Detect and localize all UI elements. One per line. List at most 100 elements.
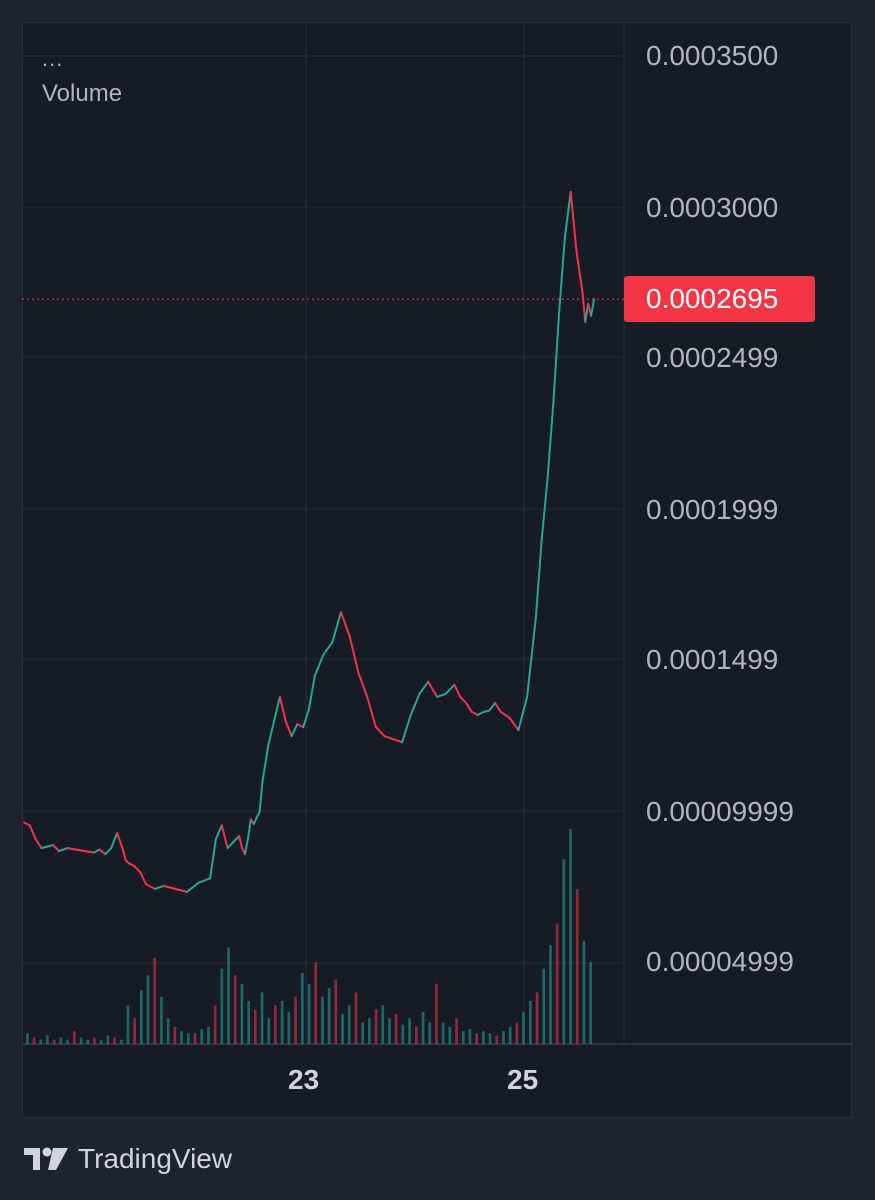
price-segment bbox=[226, 841, 235, 850]
volume-bar bbox=[408, 1018, 411, 1044]
price-segment bbox=[409, 692, 421, 716]
volume-bar bbox=[582, 940, 586, 1044]
price-tick-label: 0.0003000 bbox=[646, 192, 779, 223]
price-segment bbox=[308, 674, 316, 710]
legend-volume-label[interactable]: Volume bbox=[42, 80, 123, 107]
chart-frame bbox=[22, 22, 852, 1118]
volume-bar bbox=[32, 1037, 36, 1044]
volume-bar bbox=[260, 992, 264, 1044]
price-segment bbox=[552, 311, 561, 405]
price-segment bbox=[569, 190, 578, 254]
volume-bar bbox=[227, 947, 230, 1045]
volume-bar bbox=[287, 1011, 291, 1045]
volume-bar bbox=[233, 975, 237, 1044]
price-segment bbox=[174, 887, 188, 893]
volume-bar bbox=[327, 988, 331, 1044]
volume-bar bbox=[569, 829, 572, 1044]
price-segment bbox=[214, 824, 223, 840]
price-segment bbox=[401, 714, 412, 744]
volume-bar bbox=[394, 1013, 398, 1044]
volume-bar bbox=[334, 979, 338, 1044]
volume-bar bbox=[482, 1031, 485, 1044]
price-segment bbox=[558, 236, 566, 314]
price-segment bbox=[185, 881, 200, 893]
price-segment bbox=[246, 818, 252, 840]
volume-bar bbox=[495, 1035, 499, 1044]
volume-bar bbox=[415, 1026, 418, 1044]
price-segment bbox=[98, 848, 107, 856]
price-segment bbox=[258, 780, 264, 813]
volume-bar bbox=[354, 992, 358, 1044]
price-tick-label: 0.00004999 bbox=[646, 946, 794, 977]
volume-bar bbox=[39, 1039, 43, 1044]
volume-bar bbox=[93, 1037, 96, 1044]
price-segment bbox=[459, 695, 467, 704]
price-segment bbox=[517, 695, 529, 732]
price-segment bbox=[392, 738, 404, 744]
price-segment bbox=[104, 847, 113, 856]
price-segment bbox=[290, 723, 299, 738]
volume-bar bbox=[529, 1001, 532, 1044]
price-series bbox=[23, 190, 595, 893]
price-segment bbox=[348, 635, 360, 674]
volume-bar bbox=[549, 945, 552, 1044]
price-segment bbox=[40, 845, 49, 850]
volume-bar bbox=[435, 983, 438, 1044]
volume-bar bbox=[46, 1035, 49, 1044]
tradingview-footer[interactable]: TradingView bbox=[22, 1144, 232, 1174]
volume-bar bbox=[59, 1037, 63, 1044]
volume-bar bbox=[522, 1011, 525, 1045]
volume-bar bbox=[381, 1005, 385, 1044]
volume-bar bbox=[468, 1029, 472, 1045]
volume-bar bbox=[441, 1022, 445, 1044]
price-segment bbox=[444, 683, 456, 695]
volume-bar bbox=[160, 996, 163, 1044]
price-segment bbox=[244, 838, 249, 856]
time-tick-label: 25 bbox=[507, 1064, 539, 1095]
price-segment bbox=[220, 824, 229, 850]
volume-bar bbox=[321, 996, 324, 1044]
volume-bar bbox=[187, 1033, 190, 1045]
volume-bar bbox=[294, 996, 297, 1044]
price-segment bbox=[52, 844, 60, 853]
price-segment bbox=[197, 877, 212, 884]
volume-bar bbox=[368, 1018, 371, 1044]
volume-bar bbox=[388, 1018, 391, 1044]
volume-bar bbox=[207, 1026, 210, 1044]
volume-bar bbox=[515, 1022, 519, 1044]
price-segment bbox=[110, 831, 119, 850]
volume-bar bbox=[307, 983, 311, 1044]
price-segment bbox=[255, 810, 261, 819]
price-segment bbox=[261, 744, 270, 783]
price-segment bbox=[563, 190, 572, 239]
price-tick-label: 0.0003500 bbox=[646, 40, 779, 71]
price-segment bbox=[494, 701, 502, 713]
legend-more-icon[interactable]: ... bbox=[42, 46, 64, 71]
price-tick-label: 0.0001499 bbox=[646, 644, 779, 675]
volume-bar bbox=[421, 1011, 425, 1045]
chart-legend[interactable]: ... Volume bbox=[42, 48, 122, 106]
price-segment bbox=[357, 671, 369, 698]
volume-bar bbox=[428, 1022, 432, 1044]
volume-bar bbox=[66, 1039, 69, 1044]
volume-bar bbox=[166, 1018, 170, 1044]
volume-bar bbox=[200, 1029, 204, 1045]
price-segment bbox=[590, 298, 595, 317]
price-segment bbox=[331, 611, 342, 644]
price-segment bbox=[162, 884, 177, 890]
tradingview-logo-icon[interactable] bbox=[22, 1144, 70, 1174]
price-segment bbox=[534, 538, 543, 620]
volume-bar bbox=[401, 1024, 405, 1044]
price-segment bbox=[209, 838, 217, 880]
volume-bar bbox=[140, 990, 143, 1045]
price-segment bbox=[546, 402, 555, 481]
price-segment bbox=[465, 701, 473, 713]
price-segment bbox=[92, 848, 101, 854]
tradingview-brand[interactable]: TradingView bbox=[78, 1143, 233, 1174]
price-segment bbox=[499, 711, 511, 719]
last-price-badge: 0.0002695 bbox=[624, 276, 815, 322]
volume-bar bbox=[133, 1018, 136, 1044]
volume-bar bbox=[301, 973, 304, 1044]
